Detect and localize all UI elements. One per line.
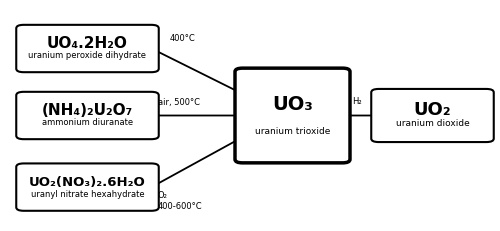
Text: uranyl nitrate hexahydrate: uranyl nitrate hexahydrate xyxy=(30,190,144,199)
Text: uranium trioxide: uranium trioxide xyxy=(255,127,330,136)
Text: UO₃: UO₃ xyxy=(272,95,313,115)
FancyBboxPatch shape xyxy=(235,68,350,163)
FancyBboxPatch shape xyxy=(16,25,159,72)
Text: UO₄.2H₂O: UO₄.2H₂O xyxy=(47,36,128,51)
Text: H₂: H₂ xyxy=(352,97,362,106)
Text: UO₂(NO₃)₂.6H₂O: UO₂(NO₃)₂.6H₂O xyxy=(29,176,146,189)
Text: ammonium diuranate: ammonium diuranate xyxy=(42,118,133,127)
Text: (NH₄)₂U₂O₇: (NH₄)₂U₂O₇ xyxy=(42,103,133,118)
Text: uranium dioxide: uranium dioxide xyxy=(396,119,469,128)
Text: UO₂: UO₂ xyxy=(414,101,452,119)
Text: O₂
400-600°C: O₂ 400-600°C xyxy=(158,191,202,211)
Text: 400°C: 400°C xyxy=(170,34,196,43)
FancyBboxPatch shape xyxy=(16,92,159,139)
Text: uranium peroxide dihydrate: uranium peroxide dihydrate xyxy=(28,51,146,60)
Text: air, 500°C: air, 500°C xyxy=(158,98,200,107)
FancyBboxPatch shape xyxy=(371,89,494,142)
FancyBboxPatch shape xyxy=(16,164,159,211)
